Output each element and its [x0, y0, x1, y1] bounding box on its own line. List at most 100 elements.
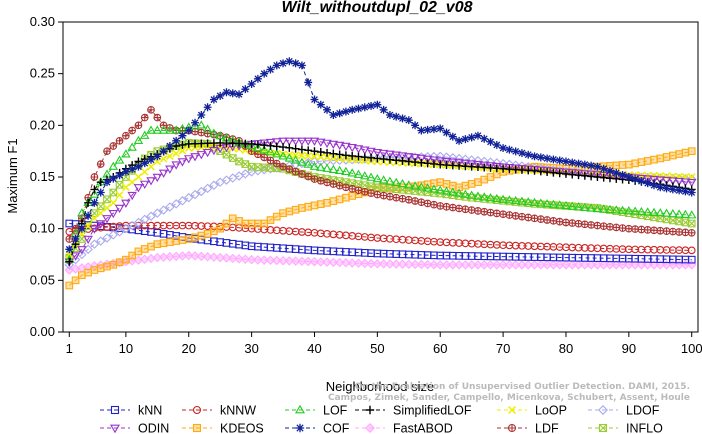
legend-label: ODIN	[138, 422, 169, 434]
series-lof	[64, 120, 697, 263]
point-cross	[669, 228, 677, 235]
point-triangle	[246, 140, 257, 150]
point-triangle	[309, 161, 320, 170]
point-triangle-down	[202, 149, 213, 158]
point-triangle	[215, 130, 225, 140]
point-triangle-down	[586, 170, 596, 179]
legend-label: kNN	[138, 404, 162, 418]
legend-item-odin: ODIN	[100, 422, 169, 434]
point-x	[386, 184, 394, 193]
point-triangle-down	[523, 165, 533, 174]
point-cross	[531, 215, 538, 222]
point-triangle	[454, 188, 464, 197]
point-diamond	[372, 259, 383, 269]
point-square	[304, 202, 313, 211]
legend-label: SimplifiedLOF	[393, 404, 472, 418]
point-plus	[178, 141, 187, 149]
point-triangle	[642, 207, 653, 216]
point-star	[367, 101, 376, 110]
point-circle	[192, 405, 202, 415]
point-diamond	[573, 260, 584, 270]
point-square	[84, 268, 92, 277]
point-star	[593, 162, 602, 171]
point-cross	[493, 210, 501, 217]
point-triangle	[536, 198, 546, 207]
point-triangle-down	[290, 137, 301, 146]
point-diamond	[196, 186, 207, 197]
point-triangle	[435, 185, 445, 194]
series-simplifiedlof	[65, 138, 696, 266]
series-knnw	[65, 221, 696, 255]
point-diamond	[202, 183, 213, 194]
point-square	[675, 150, 683, 158]
point-square	[247, 219, 256, 228]
legend-label: LoOP	[535, 404, 567, 418]
point-x	[134, 173, 143, 181]
legend-item-knnw: kNNW	[182, 404, 256, 418]
point-cross	[418, 198, 425, 206]
x-tick-label: 10	[119, 341, 133, 356]
point-diamond	[334, 257, 345, 268]
point-diamond	[316, 257, 326, 267]
point-cross	[311, 175, 318, 183]
point-diamond	[196, 251, 207, 262]
point-cross	[122, 132, 130, 139]
watermark-citation: On the Evaluation of Unsupervised Outlie…	[355, 382, 690, 392]
point-square	[279, 209, 287, 218]
point-square	[461, 181, 470, 190]
point-square	[260, 219, 269, 228]
point-square	[650, 155, 658, 164]
x-axis-label: Neighborhood size	[326, 379, 434, 394]
point-triangle-down	[316, 138, 326, 147]
point-diamond	[598, 260, 609, 270]
point-square	[235, 217, 243, 225]
point-square	[624, 160, 633, 169]
point-cross	[298, 170, 306, 178]
point-diamond	[686, 174, 697, 184]
point-triangle-down	[102, 215, 112, 224]
point-star	[191, 118, 199, 127]
point-triangle	[548, 199, 559, 208]
point-triangle-down	[366, 147, 376, 157]
point-diamond	[278, 255, 288, 266]
point-star	[675, 186, 684, 195]
point-triangle	[686, 210, 697, 219]
point-star	[304, 78, 313, 87]
point-square	[222, 219, 231, 228]
point-star	[624, 173, 633, 181]
point-triangle	[448, 187, 458, 196]
point-cross	[147, 106, 155, 114]
point-triangle	[265, 147, 276, 156]
point-x	[348, 179, 356, 187]
legend-item-fastabod: FastABOD	[355, 422, 453, 434]
point-square	[110, 405, 120, 415]
x-tick-label: 70	[496, 341, 510, 356]
point-x	[593, 204, 602, 212]
point-triangle	[655, 208, 666, 217]
point-triangle	[573, 202, 584, 211]
point-triangle	[567, 201, 578, 210]
point-triangle-down	[259, 139, 269, 148]
point-triangle	[668, 208, 678, 218]
point-triangle-down	[448, 158, 458, 167]
point-triangle-down	[435, 157, 445, 166]
point-triangle-down	[121, 199, 131, 208]
legend-label: LOF	[323, 404, 348, 418]
point-diamond	[642, 260, 653, 270]
y-axis: 0.00 0.05 0.10 0.15 0.20 0.25 0.30	[30, 14, 63, 339]
point-cross	[568, 219, 576, 227]
point-x	[599, 424, 607, 432]
point-plus	[335, 150, 344, 159]
point-triangle	[360, 171, 370, 180]
point-diamond	[636, 260, 647, 270]
point-triangle-down	[297, 137, 307, 146]
point-star	[555, 156, 564, 165]
point-diamond	[448, 260, 458, 270]
point-cross	[537, 215, 545, 223]
point-diamond	[567, 260, 577, 270]
point-square	[191, 233, 199, 242]
point-star	[473, 131, 482, 140]
point-diamond	[517, 260, 527, 270]
point-triangle	[353, 169, 364, 178]
point-triangle	[303, 159, 313, 168]
